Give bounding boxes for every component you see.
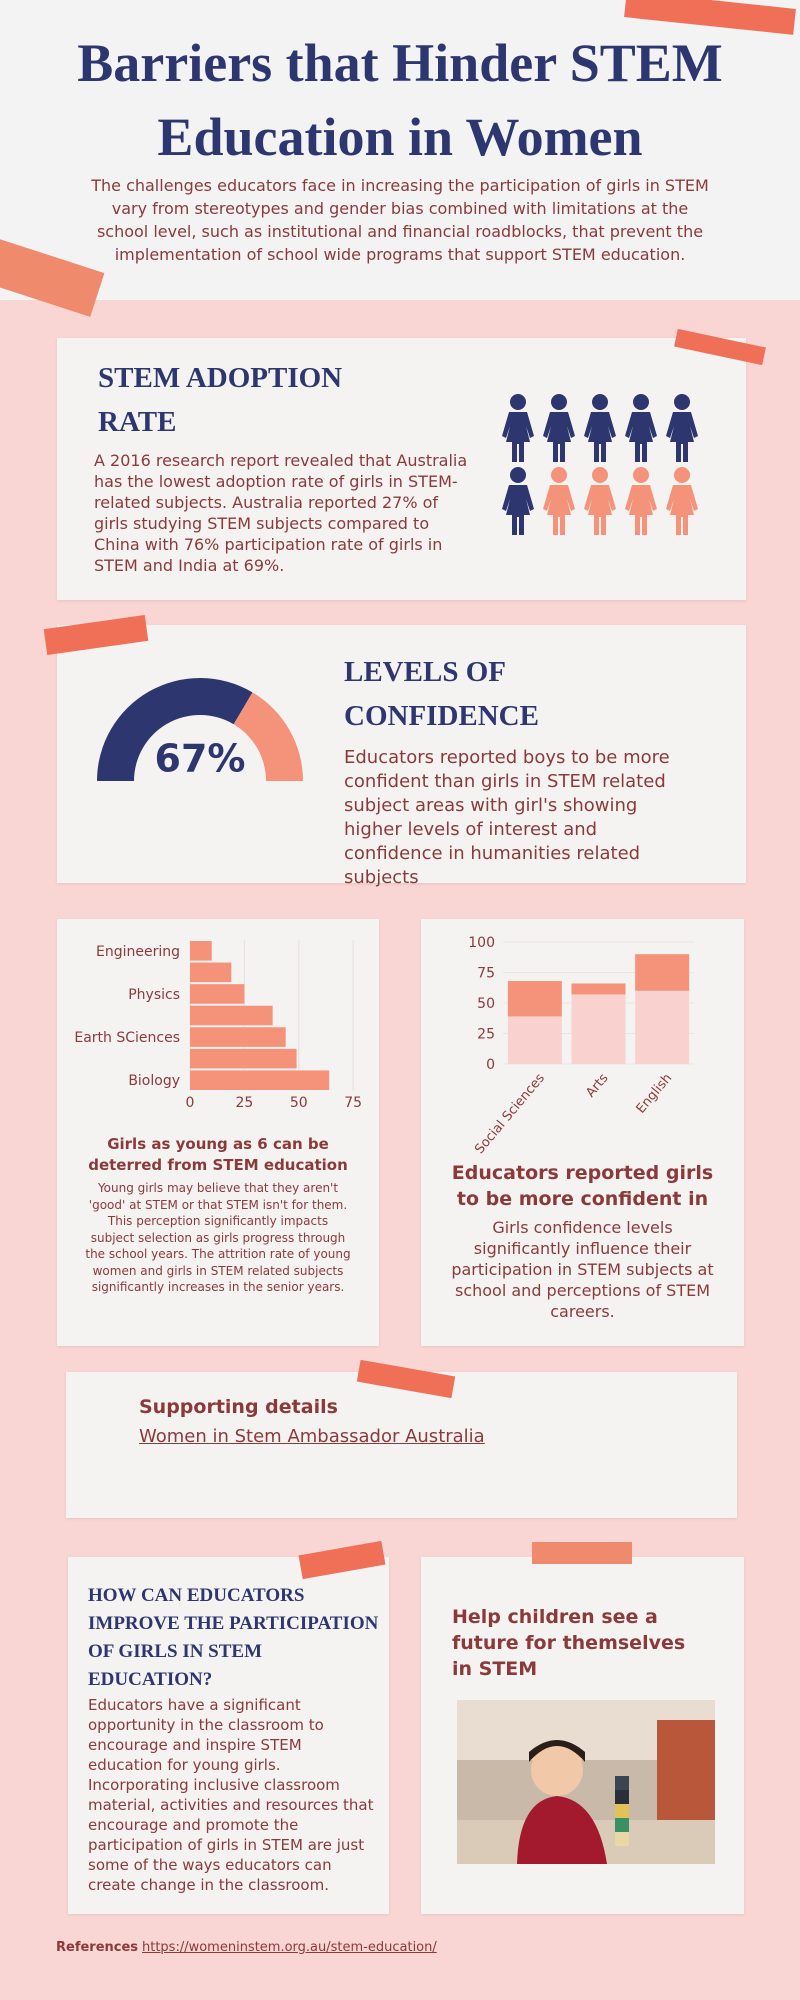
person-icon [584,467,616,535]
people-icons [502,394,698,535]
person-body [502,485,534,535]
x-tick-label: Arts [583,1071,611,1101]
x-tick-label: 0 [186,1095,195,1111]
x-tick-label: 75 [344,1095,362,1111]
gauge-value [97,678,253,781]
intro: The challenges educators face in increas… [91,176,709,264]
person-body [625,485,657,535]
person-head [633,467,649,483]
person-icon [584,394,616,462]
chart-text: Young girls may believe that they aren't… [85,1181,351,1294]
person-icon [502,467,534,535]
section-heading: Help children see a future for themselve… [452,1606,686,1680]
y-tick-label: 75 [477,966,495,982]
section-text: A 2016 research report revealed that Aus… [94,451,468,575]
person-head [510,394,526,410]
bar [190,941,212,961]
y-tick-label: 25 [477,1027,495,1043]
bar [190,1070,330,1090]
section-heading: LEVELS OF CONFIDENCE [344,656,539,732]
bar [190,1027,286,1047]
person-head [551,467,567,483]
chart-caption: Girls as young as 6 can be deterred from… [88,1135,348,1174]
bar-chart: 0 25 50 75 Engineering Physics Earth SCiences B… [74,940,362,1111]
person-head [674,394,690,410]
bar [190,1005,273,1026]
card [57,338,746,600]
gauge-track [233,692,303,781]
card [68,1557,389,1914]
references-link[interactable]: https://womeninstem.org.au/stem-educatio… [142,1940,437,1955]
chart-text: Girls confidence levels significantly in… [451,1218,714,1321]
bar-segment [571,994,626,1064]
card [57,625,746,883]
y-tick-label: 100 [468,935,495,951]
person-head [510,467,526,483]
y-tick-label: 0 [486,1057,495,1073]
y-tick-label: Biology [128,1073,180,1089]
section-heading: HOW CAN EDUCATORS IMPROVE THE PARTICIPAT… [88,1585,379,1690]
x-tick-label: 50 [290,1095,308,1111]
person-icon [543,467,575,535]
section-text: Educators have a significant opportunity… [88,1696,374,1894]
stacked-bar-chart: 0 25 50 75 100 Social Sciences Arts English [468,935,694,1157]
person-icon [543,394,575,462]
y-tick-label: 50 [477,996,495,1012]
person-body [625,412,657,462]
y-tick-label: Physics [128,987,180,1003]
references-label: References [56,1940,139,1955]
bar-segment [507,1016,562,1064]
person-head [592,394,608,410]
bar-segment [507,981,562,1017]
gauge-chart: 67% [97,678,303,781]
bar-segment [635,954,690,991]
section-heading: STEM ADOPTION RATE [98,362,343,438]
person-head [551,394,567,410]
person-icon [666,467,698,535]
section-text: Educators reported boys to be more confi… [344,747,670,888]
person-body [666,412,698,462]
gauge-label: 67% [155,737,246,781]
header-bg [0,0,800,300]
tape [532,1542,632,1564]
x-tick-label: 25 [235,1095,253,1111]
person-icon [666,394,698,462]
person-body [584,412,616,462]
bar-segment [571,983,626,995]
support-link[interactable]: Women in Stem Ambassador Australia [139,1426,485,1447]
support-heading: Supporting details [139,1396,338,1418]
y-tick-label: Engineering [96,944,180,960]
person-icon [625,467,657,535]
y-tick-label: Earth SCiences [74,1030,180,1046]
person-head [592,467,608,483]
card [66,1372,737,1518]
chart-caption: Educators reported girls to be more conf… [451,1162,714,1210]
person-body [666,485,698,535]
x-tick-label: English [634,1071,676,1117]
person-body [584,485,616,535]
person-body [543,485,575,535]
title: Barriers that Hinder STEM Education in W… [77,33,723,167]
bar [190,1048,297,1069]
person-body [502,412,534,462]
bar-segment [635,990,690,1064]
person-icon [502,394,534,462]
bar [190,962,232,983]
bar [190,984,245,1004]
person-icon [625,394,657,462]
person-head [633,394,649,410]
x-tick-label: Social Sciences [472,1071,548,1157]
person-body [543,412,575,462]
person-head [674,467,690,483]
photo [457,1700,715,1864]
